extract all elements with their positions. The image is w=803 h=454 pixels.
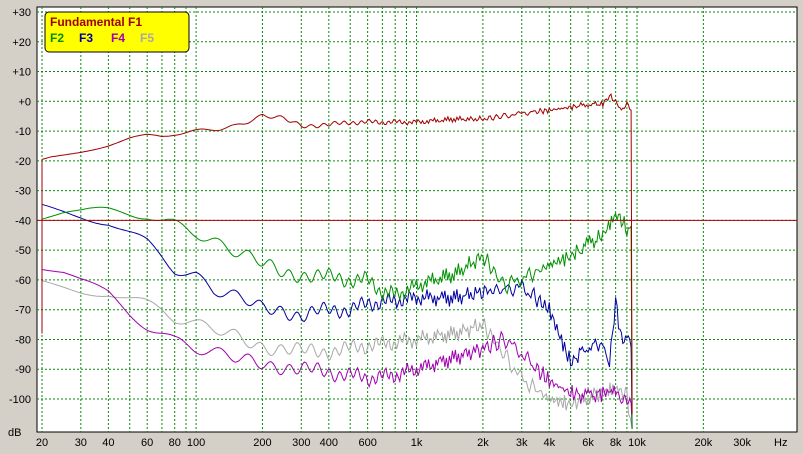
series-f4 (41, 269, 633, 429)
x-tick-label: 20k (694, 437, 712, 449)
y-tick-label: -50 (15, 245, 31, 257)
x-tick-label: 10k (628, 437, 646, 449)
y-tick-label: -80 (15, 334, 31, 346)
x-tick-label: 60 (141, 437, 153, 449)
legend-title: Fundamental F1 (50, 15, 142, 29)
y-tick-label: -70 (15, 305, 31, 317)
y-tick-label: -40 (15, 215, 31, 227)
series-layer (41, 93, 633, 429)
legend-item-f3: F3 (79, 31, 93, 45)
x-tick-label: 30 (75, 437, 87, 449)
legend-item-f2: F2 (50, 31, 64, 45)
x-tick-label: 6k (582, 437, 594, 449)
legend: Fundamental F1 F2 F3 F4 F5 (44, 11, 190, 53)
x-tick-labels: 20 30 40 60 80 100 200 300 400 600 1k 2k 3k 4k 6k 8k 10k… (36, 437, 752, 449)
x-tick-label: 2k (477, 437, 489, 449)
legend-item-f5: F5 (140, 31, 154, 45)
x-tick-label: 1k (411, 437, 423, 449)
x-tick-label: 200 (253, 437, 271, 449)
y-tick-label: +10 (12, 67, 31, 79)
x-tick-label: 300 (292, 437, 310, 449)
y-tick-label: -90 (15, 364, 31, 376)
series-fundamental-f1 (41, 93, 633, 414)
y-tick-labels: +30 +20 +10 +0 -10 -20 -30 -40 -50 -60 -70 -80 -90 -1… (9, 7, 31, 406)
y-tick-label: -60 (15, 275, 31, 287)
x-tick-label: 40 (102, 437, 114, 449)
x-tick-label: 4k (543, 437, 555, 449)
y-tick-label: -30 (15, 186, 31, 198)
series-f2 (41, 206, 633, 429)
series-f5 (41, 280, 633, 429)
y-tick-label: +0 (18, 96, 31, 108)
x-tick-label: 100 (187, 437, 205, 449)
x-tick-label: 400 (320, 437, 338, 449)
y-axis-label: dB (8, 427, 21, 439)
x-tick-label: 3k (516, 437, 528, 449)
y-tick-label: -10 (15, 126, 31, 138)
y-tick-label: -20 (15, 156, 31, 168)
y-tick-label: +30 (12, 7, 31, 19)
x-tick-label: 30k (733, 437, 751, 449)
legend-item-f4: F4 (111, 31, 125, 45)
y-tick-label: +20 (12, 37, 31, 49)
legend-box (44, 11, 190, 53)
x-tick-label: 8k (610, 437, 622, 449)
x-tick-label: 600 (358, 437, 376, 449)
series-f3 (41, 203, 633, 429)
y-tick-label: -100 (9, 394, 31, 406)
x-axis-unit: Hz (774, 437, 787, 449)
x-tick-label: 80 (169, 437, 181, 449)
x-tick-label: 20 (36, 437, 48, 449)
